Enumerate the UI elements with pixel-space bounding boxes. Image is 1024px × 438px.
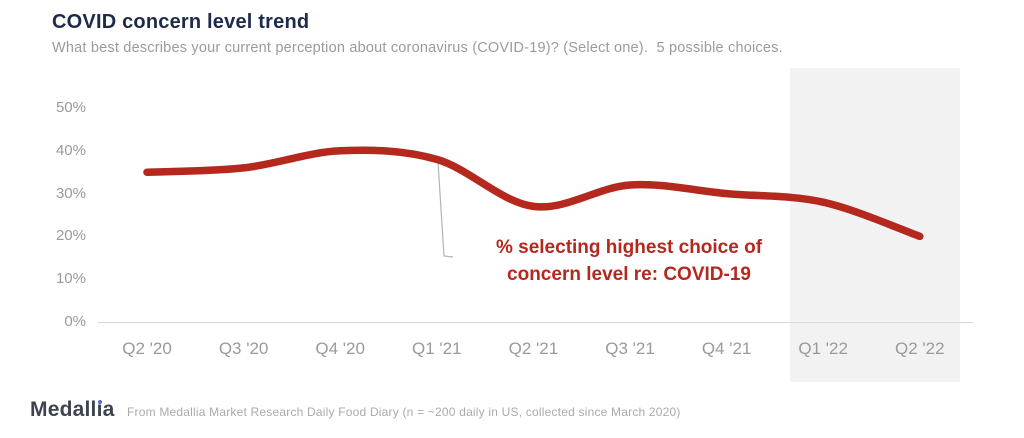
footer: Medallı a From Medallia Market Research D… <box>0 394 1024 438</box>
logo-blue-dot-icon <box>97 400 102 404</box>
x-tick-label: Q1 '21 <box>412 339 462 358</box>
chart-subtitle: What best describes your current percept… <box>52 40 783 56</box>
x-tick-label: Q2 '22 <box>895 339 945 358</box>
medallia-logo: Medallı a <box>30 398 115 422</box>
x-tick-label: Q1 '22 <box>798 339 848 358</box>
chart-title: COVID concern level trend <box>52 11 310 33</box>
logo-dotless-i: ı <box>96 398 103 421</box>
x-tick-label: Q3 '21 <box>605 339 655 358</box>
x-tick-label: Q4 '20 <box>315 339 365 358</box>
y-tick-label: 40% <box>55 141 86 159</box>
x-tick-label: Q2 '21 <box>508 339 559 358</box>
logo-text-post: a <box>102 398 115 421</box>
x-tick-label: Q2 '20 <box>122 339 172 358</box>
y-tick-label: 0% <box>64 313 86 330</box>
source-note: From Medallia Market Research Daily Food… <box>127 405 681 419</box>
annotation-line-2: concern level re: COVID-19 <box>507 264 751 285</box>
annotation-line-1: % selecting highest choice of <box>495 237 763 258</box>
forecast-highlight-region <box>790 68 960 382</box>
y-tick-label: 20% <box>55 227 86 245</box>
chart-annotation: % selecting highest choice of concern le… <box>453 234 805 288</box>
x-tick-label: Q3 '20 <box>218 339 269 358</box>
y-tick-label: 10% <box>55 270 86 288</box>
logo-text-pre: Medall <box>30 398 97 421</box>
x-tick-label: Q4 '21 <box>701 339 752 358</box>
y-tick-label: 30% <box>55 184 86 202</box>
annotation-leader-line <box>437 161 454 258</box>
y-tick-label: 50% <box>55 99 86 116</box>
logo-letter-i: ı <box>97 398 103 422</box>
